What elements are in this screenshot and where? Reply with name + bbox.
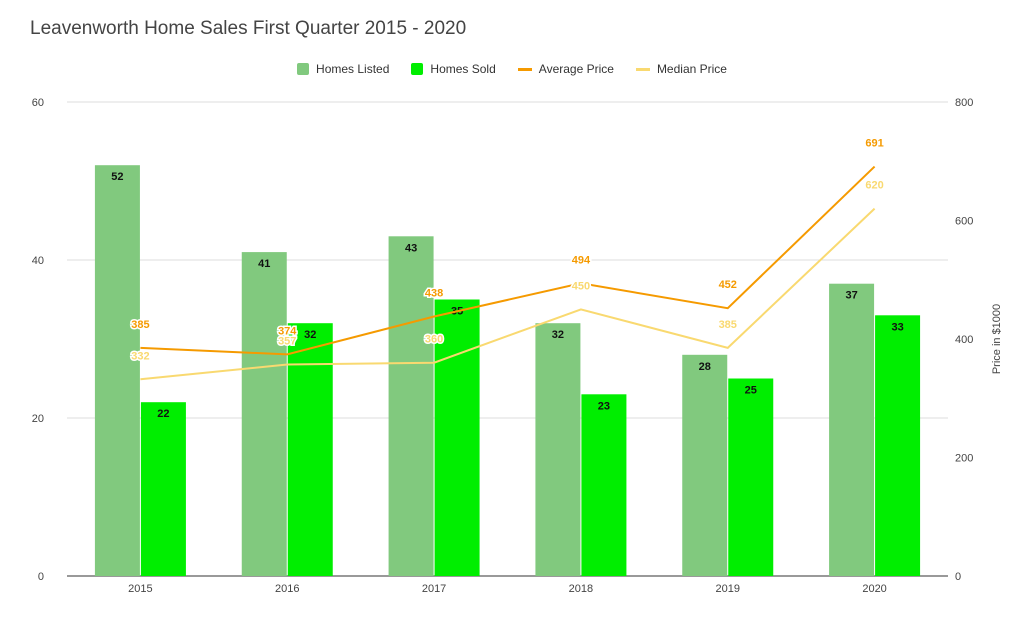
line-value-label: 452 xyxy=(719,279,737,291)
bar-value-label: 43 xyxy=(405,242,417,254)
legend-item-median-price: Median Price xyxy=(635,62,727,76)
bar-homes-sold xyxy=(140,402,186,576)
x-tick-label: 2017 xyxy=(422,583,446,595)
line-value-label: 385 xyxy=(719,319,737,331)
y-right-tick-label: 800 xyxy=(955,97,973,109)
line-average-price xyxy=(140,165,876,356)
bar-value-label: 22 xyxy=(157,408,169,420)
bar-homes-listed xyxy=(241,252,287,576)
line-value-label: 494 xyxy=(572,254,591,266)
bar-value-label: 33 xyxy=(891,321,903,333)
line-value-label: 691 xyxy=(865,138,883,150)
legend-label: Homes Sold xyxy=(430,62,496,76)
line-value-label: 620 xyxy=(865,180,883,192)
line-value-label: 357 xyxy=(278,335,296,347)
y-right-tick-label: 0 xyxy=(955,571,961,583)
y-left-tick-label: 60 xyxy=(32,97,44,109)
legend-item-average-price: Average Price xyxy=(517,62,614,76)
x-tick-label: 2018 xyxy=(569,583,593,595)
line-value-label: 385 xyxy=(131,319,149,331)
bar-value-label: 28 xyxy=(699,361,711,373)
y-left-tick-label: 0 xyxy=(38,571,44,583)
y-right-axis-label: Price in $1000 xyxy=(991,304,1003,374)
legend-swatch xyxy=(635,67,650,71)
bar-value-label: 41 xyxy=(258,258,270,270)
legend: Homes Listed Homes Sold Average Price Media… xyxy=(0,62,1024,76)
bar-homes-listed xyxy=(94,165,140,576)
bar-homes-listed xyxy=(682,354,728,576)
x-tick-label: 2019 xyxy=(716,583,740,595)
bar-homes-listed xyxy=(388,236,434,577)
bar-homes-sold xyxy=(581,394,627,576)
bar-homes-sold xyxy=(728,378,774,576)
y-right-tick-label: 400 xyxy=(955,334,973,346)
line-value-label: 450 xyxy=(572,280,590,292)
line-value-label: 374 xyxy=(278,325,297,337)
legend-item-homes-sold: Homes Sold xyxy=(411,62,496,76)
bar-value-label: 32 xyxy=(552,329,564,341)
chart-title: Leavenworth Home Sales First Quarter 201… xyxy=(30,18,467,39)
bar-homes-sold xyxy=(287,323,333,576)
legend-label: Median Price xyxy=(656,62,727,76)
line-value-label: 332 xyxy=(131,350,149,362)
legend-label: Homes Listed xyxy=(316,62,390,76)
bar-homes-sold xyxy=(875,315,921,576)
y-right-tick-label: 200 xyxy=(955,453,973,465)
bar-value-label: 37 xyxy=(845,290,857,302)
legend-swatch xyxy=(517,67,532,71)
legend-label: Average Price xyxy=(538,62,614,76)
bar-value-label: 25 xyxy=(745,385,757,397)
bar-homes-sold xyxy=(434,299,480,576)
y-left-tick-label: 20 xyxy=(32,413,44,425)
x-tick-label: 2020 xyxy=(862,583,886,595)
line-value-label: 360 xyxy=(425,334,443,346)
legend-swatch xyxy=(411,63,424,75)
bar-homes-listed xyxy=(829,283,875,576)
bar-homes-listed xyxy=(535,323,581,576)
y-left-tick-label: 40 xyxy=(32,255,44,267)
line-median-price xyxy=(140,207,876,381)
y-right-tick-label: 600 xyxy=(955,216,973,228)
x-tick-label: 2015 xyxy=(128,583,152,595)
bar-value-label: 23 xyxy=(598,400,610,412)
legend-swatch xyxy=(297,63,310,75)
line-value-label: 438 xyxy=(425,287,443,299)
bar-value-label: 52 xyxy=(111,171,123,183)
x-tick-label: 2016 xyxy=(275,583,299,595)
legend-item-homes-listed: Homes Listed xyxy=(297,62,389,76)
bar-value-label: 32 xyxy=(304,329,316,341)
